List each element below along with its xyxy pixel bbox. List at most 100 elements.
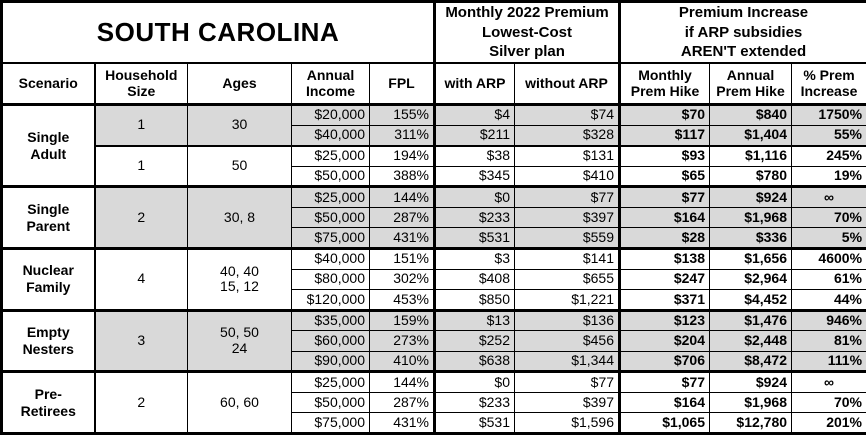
fpl-cell: 410%	[369, 350, 435, 373]
annual-hike-cell: $8,472	[709, 350, 793, 373]
monthly-hike-cell: $247	[618, 268, 711, 291]
income-cell: $35,000	[291, 308, 370, 332]
household-size-cell: 3	[93, 308, 188, 373]
fpl-cell: 431%	[369, 227, 435, 249]
income-cell: $50,000	[291, 391, 370, 414]
income-cell: $40,000	[291, 124, 370, 147]
table-row: $40,000 311% $211 $328 $117 $1,404 55%	[2, 124, 866, 147]
table-row: 1 50 $25,000 194% $38 $131 $93 $1,116 24…	[2, 144, 866, 188]
annual-hike-cell: $1,968	[709, 391, 793, 414]
table-row: $60,000 273% $252 $456 $204 $2,448 81%	[2, 330, 866, 352]
fpl-cell: 302%	[369, 268, 435, 291]
without-arp-cell: $141	[513, 246, 621, 270]
col-header-without-arp: without ARP	[513, 61, 621, 105]
pct-increase-cell: 1750%	[791, 103, 866, 126]
fpl-cell: 144%	[369, 185, 435, 208]
with-arp-cell: $4	[433, 103, 515, 126]
table-row: Pre- Retirees 2 60, 60 $25,000 144% $0 $…	[1, 370, 866, 434]
income-cell: $75,000	[291, 227, 370, 249]
income-cell: $50,000	[291, 165, 370, 188]
with-arp-cell: $850	[433, 289, 515, 311]
col-header-ages: Ages	[187, 61, 292, 105]
annual-hike-cell: $924	[709, 185, 793, 208]
fpl-cell: 453%	[369, 289, 435, 311]
monthly-hike-cell: $77	[618, 185, 711, 208]
annual-hike-cell: $1,656	[709, 246, 793, 270]
income-cell: $80,000	[291, 268, 370, 291]
monthly-hike-cell: $93	[618, 144, 711, 167]
pct-increase-cell: 55%	[791, 124, 866, 147]
without-arp-cell: $397	[513, 391, 621, 414]
income-cell: $20,000	[291, 103, 370, 126]
fpl-cell: 151%	[369, 246, 435, 270]
table-row: Empty Nesters 3 50, 50 24 $35,000 159% $…	[1, 308, 866, 373]
monthly-hike-cell: $706	[618, 350, 711, 373]
annual-hike-cell: $1,116	[709, 144, 793, 167]
income-cell: $90,000	[291, 350, 370, 373]
with-arp-cell: $531	[433, 227, 515, 249]
table-row: Single Parent 2 30, 8 $25,000 144% $0 $7…	[1, 185, 866, 249]
monthly-hike-cell: $164	[618, 391, 711, 414]
annual-hike-cell: $12,780	[709, 412, 793, 434]
pct-increase-cell: 81%	[791, 330, 866, 352]
table-row: Single Adult 1 30 $20,000 155% $4 $74 $7…	[1, 102, 866, 188]
pct-increase-cell: 5%	[791, 227, 866, 249]
annual-hike-cell: $1,476	[709, 308, 793, 332]
household-size-cell: 1	[93, 144, 188, 188]
with-arp-cell: $233	[433, 206, 515, 229]
ages-cell: 40, 40 15, 12	[187, 246, 292, 311]
without-arp-cell: $1,344	[513, 350, 621, 373]
pct-increase-cell: 111%	[791, 350, 866, 373]
with-arp-cell: $0	[433, 185, 515, 208]
scenario-cell: Single Parent	[1, 185, 95, 249]
annual-hike-cell: $1,404	[709, 124, 793, 147]
annual-hike-cell: $840	[709, 103, 793, 126]
without-arp-cell: $328	[513, 124, 621, 147]
annual-hike-cell: $1,968	[709, 206, 793, 229]
ages-cell: 30	[187, 102, 292, 147]
fpl-cell: 155%	[369, 103, 435, 126]
table-row: Nuclear Family 4 40, 40 15, 12 $40,000 1…	[1, 246, 866, 311]
without-arp-cell: $131	[513, 144, 621, 167]
income-cell: $120,000	[291, 289, 370, 311]
monthly-hike-cell: $70	[618, 103, 711, 126]
scenario-cell: Nuclear Family	[1, 246, 95, 311]
income-cell: $75,000	[291, 412, 370, 434]
with-arp-cell: $638	[433, 350, 515, 373]
income-cell: $25,000	[291, 144, 370, 167]
with-arp-cell: $252	[433, 330, 515, 352]
col-header-household-size: Household Size	[93, 61, 188, 105]
annual-hike-cell: $2,448	[709, 330, 793, 352]
col-header-pct-prem-increase: % Prem Increase	[791, 61, 866, 105]
table-row: $50,000 388% $345 $410 $65 $780 19%	[2, 165, 866, 188]
without-arp-cell: $77	[513, 185, 621, 208]
pct-increase-cell: 946%	[791, 308, 866, 332]
annual-hike-cell: $336	[709, 227, 793, 249]
pct-increase-cell: 4600%	[791, 246, 866, 270]
fpl-cell: 144%	[369, 370, 435, 393]
annual-hike-cell: $924	[709, 370, 793, 393]
without-arp-cell: $74	[513, 103, 621, 126]
annual-hike-cell: $4,452	[709, 289, 793, 311]
with-arp-cell: $211	[433, 124, 515, 147]
table-row: $90,000 410% $638 $1,344 $706 $8,472 111…	[2, 350, 866, 373]
income-cell: $25,000	[291, 185, 370, 208]
scenario-cell: Empty Nesters	[1, 308, 95, 373]
header-group-row: SOUTH CAROLINA Monthly 2022 Premium Lowe…	[1, 1, 866, 63]
without-arp-cell: $410	[513, 165, 621, 188]
monthly-hike-cell: $371	[618, 289, 711, 311]
col-header-annual-income: Annual Income	[291, 61, 370, 105]
col-header-with-arp: with ARP	[433, 61, 515, 105]
pct-increase-cell: ∞	[791, 185, 866, 208]
monthly-hike-cell: $28	[618, 227, 711, 249]
table-row: $75,000 431% $531 $1,596 $1,065 $12,780 …	[2, 412, 866, 434]
monthly-hike-cell: $117	[618, 124, 711, 147]
scenario-cell: Pre- Retirees	[1, 370, 95, 434]
fpl-cell: 311%	[369, 124, 435, 147]
household-size-cell: 1	[93, 102, 188, 147]
income-cell: $50,000	[291, 206, 370, 229]
monthly-hike-cell: $77	[618, 370, 711, 393]
with-arp-cell: $38	[433, 144, 515, 167]
fpl-cell: 194%	[369, 144, 435, 167]
